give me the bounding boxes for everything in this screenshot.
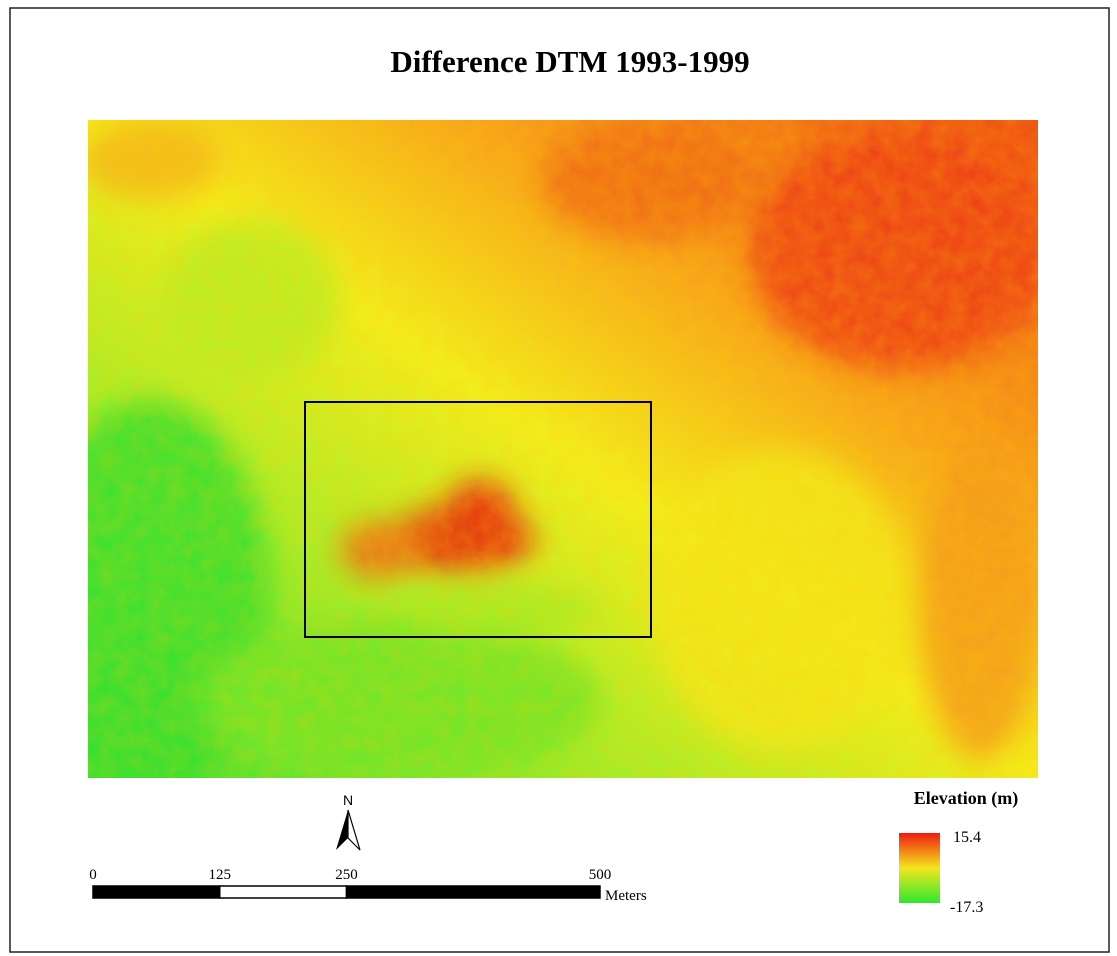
- legend-max: 15.4: [953, 829, 981, 846]
- inset-box: [304, 401, 652, 638]
- legend: Elevation (m) 15.4 -17.3: [899, 788, 1018, 916]
- raster: [88, 120, 1038, 778]
- scale-label: 500: [589, 867, 612, 883]
- scale-label: 125: [209, 867, 232, 883]
- color-ramp: [899, 833, 940, 903]
- north-label: N: [343, 792, 353, 808]
- scale-segment: [92, 885, 221, 899]
- map-title: Difference DTM 1993-1999: [390, 44, 749, 79]
- scale-label: 0: [89, 867, 97, 883]
- legend-title: Elevation (m): [914, 788, 1018, 809]
- scale-unit: Meters: [605, 888, 647, 904]
- north-arrow: N: [336, 792, 361, 851]
- scale-segment: [219, 885, 348, 899]
- scale-label: 250: [335, 867, 358, 883]
- legend-min: -17.3: [950, 899, 983, 916]
- scale-segment: [345, 885, 601, 899]
- scale-bar: 0 125 250 500 Meters: [89, 867, 647, 904]
